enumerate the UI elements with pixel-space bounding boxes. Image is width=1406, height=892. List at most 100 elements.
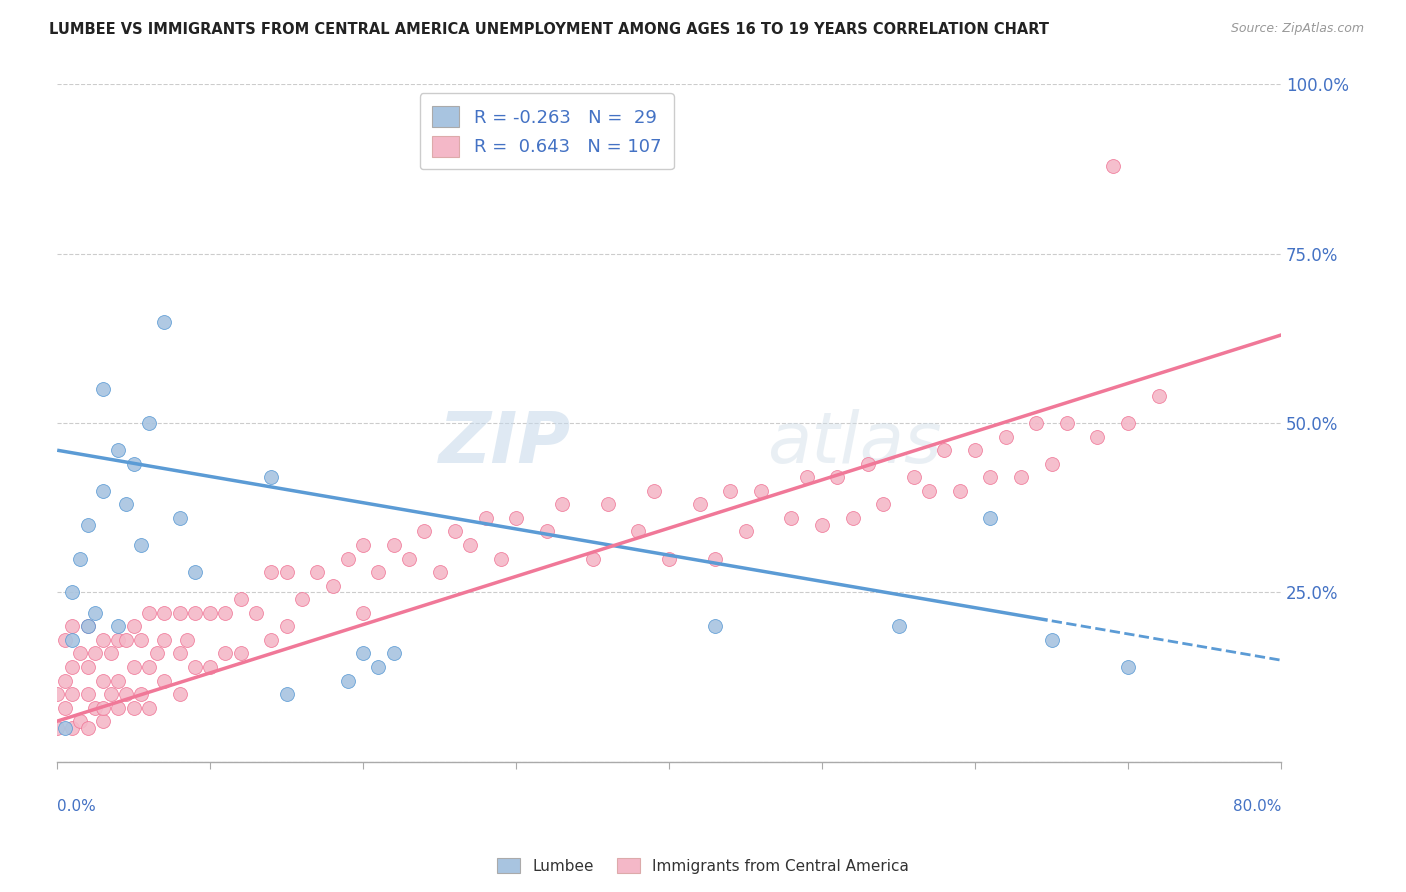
- Point: [689, 497, 711, 511]
- Point: [214, 606, 236, 620]
- Point: [198, 660, 221, 674]
- Point: [276, 619, 298, 633]
- Point: [91, 714, 114, 728]
- Point: [352, 538, 374, 552]
- Point: [138, 606, 160, 620]
- Point: [122, 619, 145, 633]
- Point: [1087, 430, 1109, 444]
- Point: [100, 687, 122, 701]
- Point: [138, 700, 160, 714]
- Point: [1056, 416, 1078, 430]
- Point: [887, 619, 910, 633]
- Point: [62, 660, 84, 674]
- Point: [107, 700, 129, 714]
- Point: [69, 647, 91, 661]
- Point: [856, 457, 879, 471]
- Point: [214, 647, 236, 661]
- Point: [138, 416, 160, 430]
- Point: [949, 483, 972, 498]
- Point: [62, 619, 84, 633]
- Point: [336, 673, 359, 688]
- Point: [382, 647, 405, 661]
- Point: [979, 511, 1001, 525]
- Point: [169, 687, 191, 701]
- Point: [153, 673, 176, 688]
- Point: [153, 314, 176, 328]
- Point: [643, 483, 665, 498]
- Point: [53, 632, 76, 647]
- Point: [367, 565, 389, 579]
- Point: [176, 632, 198, 647]
- Point: [398, 551, 420, 566]
- Point: [963, 443, 986, 458]
- Point: [780, 511, 803, 525]
- Point: [367, 660, 389, 674]
- Point: [322, 579, 344, 593]
- Point: [536, 524, 558, 539]
- Point: [53, 700, 76, 714]
- Point: [903, 470, 925, 484]
- Point: [91, 673, 114, 688]
- Point: [352, 647, 374, 661]
- Text: Source: ZipAtlas.com: Source: ZipAtlas.com: [1230, 22, 1364, 36]
- Point: [872, 497, 894, 511]
- Point: [184, 660, 207, 674]
- Point: [260, 470, 283, 484]
- Point: [918, 483, 941, 498]
- Point: [76, 660, 98, 674]
- Point: [198, 606, 221, 620]
- Point: [122, 660, 145, 674]
- Point: [153, 606, 176, 620]
- Point: [260, 632, 283, 647]
- Point: [749, 483, 772, 498]
- Point: [1010, 470, 1032, 484]
- Point: [382, 538, 405, 552]
- Text: 0.0%: 0.0%: [58, 799, 96, 814]
- Point: [84, 700, 107, 714]
- Point: [76, 687, 98, 701]
- Point: [62, 721, 84, 735]
- Point: [704, 619, 727, 633]
- Point: [505, 511, 527, 525]
- Point: [107, 443, 129, 458]
- Point: [53, 721, 76, 735]
- Point: [107, 632, 129, 647]
- Point: [131, 632, 153, 647]
- Point: [84, 606, 107, 620]
- Point: [596, 497, 619, 511]
- Point: [336, 551, 359, 566]
- Point: [1116, 416, 1139, 430]
- Point: [107, 619, 129, 633]
- Legend: R = -0.263   N =  29, R =  0.643   N = 107: R = -0.263 N = 29, R = 0.643 N = 107: [419, 94, 673, 169]
- Point: [91, 483, 114, 498]
- Point: [169, 606, 191, 620]
- Point: [62, 585, 84, 599]
- Point: [627, 524, 650, 539]
- Point: [76, 619, 98, 633]
- Point: [62, 632, 84, 647]
- Point: [138, 660, 160, 674]
- Point: [76, 517, 98, 532]
- Point: [76, 721, 98, 735]
- Point: [841, 511, 863, 525]
- Point: [979, 470, 1001, 484]
- Point: [91, 700, 114, 714]
- Point: [69, 714, 91, 728]
- Point: [276, 687, 298, 701]
- Point: [46, 721, 69, 735]
- Point: [229, 592, 252, 607]
- Text: ZIP: ZIP: [439, 409, 571, 478]
- Point: [46, 687, 69, 701]
- Point: [91, 382, 114, 396]
- Point: [53, 673, 76, 688]
- Point: [122, 700, 145, 714]
- Point: [581, 551, 603, 566]
- Point: [184, 565, 207, 579]
- Point: [734, 524, 756, 539]
- Point: [69, 551, 91, 566]
- Point: [796, 470, 818, 484]
- Point: [153, 632, 176, 647]
- Point: [122, 457, 145, 471]
- Point: [91, 632, 114, 647]
- Point: [184, 606, 207, 620]
